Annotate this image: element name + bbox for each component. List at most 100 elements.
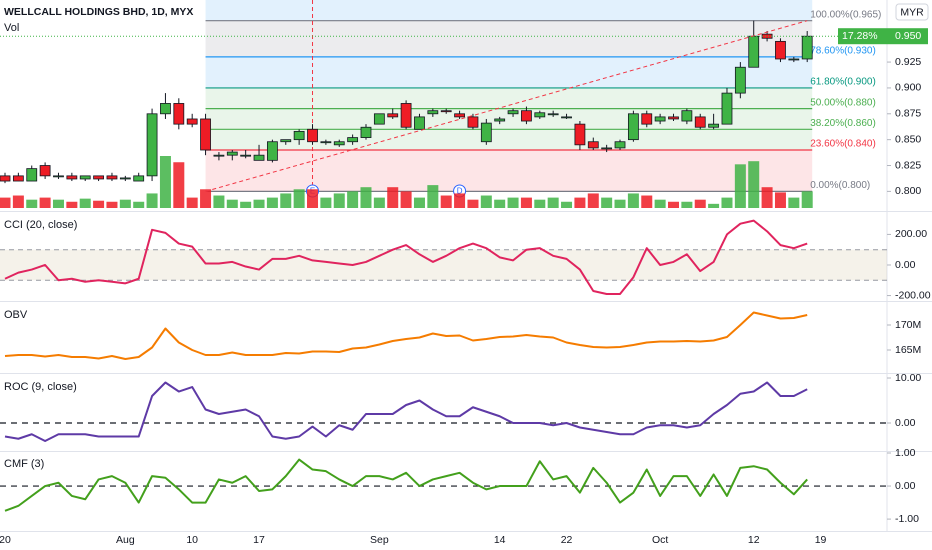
candle-body: [561, 116, 572, 119]
y-tick-label: 165M: [895, 344, 921, 356]
trend-line: [205, 20, 808, 192]
candle-body: [119, 177, 131, 180]
x-tick-label: 22: [561, 534, 573, 546]
candle-body: [347, 137, 359, 143]
candle-body: [414, 116, 425, 130]
volume-bar: [440, 195, 452, 208]
x-tick-label: Oct: [652, 534, 668, 546]
candle-body: [507, 110, 519, 115]
volume-bar: [66, 201, 78, 208]
fib-band: [205, 150, 813, 192]
volume-bar: [240, 201, 252, 208]
pane-title: ROC (9, close): [4, 381, 77, 393]
last-price-change: 17.28%: [842, 30, 878, 42]
y-tick-label: 0.825: [895, 159, 921, 171]
volume-bar: [587, 193, 599, 208]
candle-body: [681, 110, 693, 122]
y-tick-label: 170M: [895, 319, 921, 331]
volume-bar: [106, 201, 118, 208]
candle-body: [734, 66, 746, 94]
volume-bar: [654, 199, 666, 208]
y-tick-label: 200.00: [895, 228, 927, 240]
indicator-line: [4, 381, 808, 443]
symbol-title: WELLCALL HOLDINGS BHD, 1D, MYX: [4, 6, 193, 18]
candle-body: [547, 113, 559, 116]
volume-bar: [12, 195, 24, 208]
indicator-line: [4, 458, 808, 512]
y-tick-label: 0.00: [895, 480, 916, 492]
candle-body: [668, 116, 679, 120]
band: [0, 249, 887, 281]
fib-background: [205, 0, 813, 21]
pane-title: CMF (3): [4, 458, 44, 470]
candle-body: [534, 112, 546, 118]
y-tick-label: 0.00: [895, 259, 916, 271]
volume-bar: [480, 195, 492, 208]
volume-bar: [748, 161, 760, 208]
currency-badge[interactable]: [895, 3, 929, 21]
candle-body: [266, 141, 278, 161]
fib-label: 38.20%(0.860): [810, 118, 876, 129]
candle-body: [400, 103, 412, 128]
candle-body: [601, 147, 613, 150]
volume-bar: [93, 200, 105, 208]
fib-label: 78.60%(0.930): [810, 46, 876, 57]
y-tick-label: 10.00: [895, 372, 921, 384]
candle-body: [521, 110, 532, 122]
volume-bar: [561, 201, 573, 208]
volume-bar: [494, 199, 506, 208]
candle-body: [0, 175, 11, 182]
candle-body: [494, 118, 506, 122]
candle-body: [587, 141, 599, 149]
y-tick-label: -200.00: [895, 289, 931, 301]
candle-body: [79, 175, 91, 180]
fib-label: 61.80%(0.900): [810, 77, 876, 88]
volume-bar: [293, 189, 305, 208]
volume-bar: [574, 197, 586, 208]
volume-label: Vol: [4, 22, 19, 34]
volume-bar: [427, 185, 439, 208]
y-tick-label: 0.00: [895, 417, 916, 429]
candle-body: [574, 123, 586, 146]
volume-bar: [641, 195, 653, 208]
volume-bar: [52, 199, 64, 208]
volume-bar: [360, 187, 372, 208]
candle-body: [788, 58, 800, 61]
event-label: D: [457, 187, 463, 196]
y-tick-label: 0.925: [895, 56, 921, 68]
candle-body: [801, 35, 813, 60]
volume-bar: [133, 201, 145, 208]
candle-body: [133, 175, 145, 182]
candle-body: [12, 175, 24, 182]
candle-body: [387, 113, 399, 118]
y-tick-label: 0.800: [895, 185, 921, 197]
volume-bar: [173, 162, 185, 208]
candle-body: [721, 92, 733, 125]
candle-body: [320, 141, 332, 144]
candle-body: [226, 151, 238, 156]
candle-body: [748, 35, 760, 68]
volume-bar: [627, 193, 639, 208]
volume-bar: [721, 197, 733, 208]
volume-bar: [788, 197, 800, 208]
volume-bar: [413, 197, 425, 208]
volume-bar: [534, 199, 546, 208]
candle-body: [293, 130, 305, 141]
candle-body: [373, 113, 385, 125]
y-tick-label: 0.875: [895, 108, 921, 120]
volume-bar: [253, 199, 265, 208]
volume-bar: [520, 197, 532, 208]
volume-bar: [347, 191, 359, 208]
fib-label: 50.00%(0.880): [810, 97, 876, 108]
currency: MYR: [900, 6, 924, 18]
indicator-line: [4, 219, 808, 296]
volume-bar: [387, 187, 399, 208]
volume-bar: [200, 189, 212, 208]
candle-body: [280, 139, 292, 143]
x-tick-label: Sep: [370, 534, 389, 546]
volume-bar: [146, 193, 158, 208]
fib-band: [205, 20, 813, 57]
candle-body: [200, 118, 211, 151]
candle-body: [708, 123, 720, 128]
